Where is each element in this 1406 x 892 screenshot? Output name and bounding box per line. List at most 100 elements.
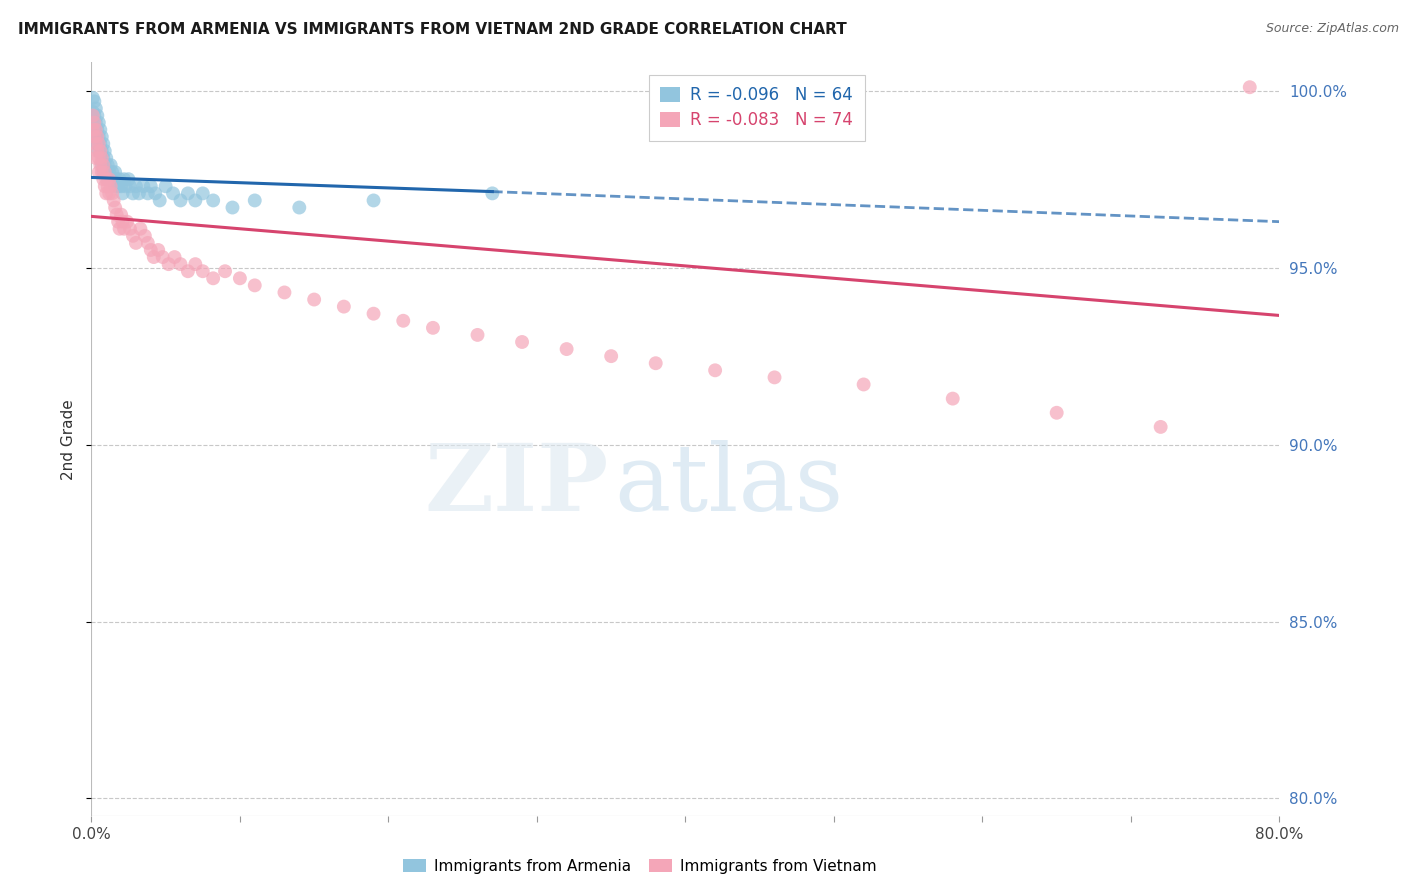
Point: [86, 129, 108, 144]
Point: [221, 201, 243, 215]
Point: [136, 235, 159, 250]
Point: [84, 129, 107, 144]
Point: [84, 102, 107, 116]
Point: [852, 377, 875, 392]
Point: [467, 327, 489, 342]
Point: [129, 221, 152, 235]
Point: [704, 363, 727, 377]
Point: [84, 122, 107, 136]
Point: [87, 129, 110, 144]
Point: [481, 186, 503, 201]
Point: [83, 129, 105, 144]
Point: [142, 250, 165, 264]
Point: [83, 122, 105, 136]
Point: [202, 271, 225, 285]
Point: [111, 186, 134, 201]
Point: [191, 264, 214, 278]
Point: [83, 115, 105, 129]
Point: [86, 144, 108, 158]
Point: [96, 186, 118, 201]
Point: [100, 158, 122, 172]
Point: [288, 201, 311, 215]
Point: [1239, 80, 1261, 95]
Point: [510, 334, 533, 349]
Point: [139, 179, 162, 194]
Point: [112, 221, 135, 235]
Point: [87, 115, 110, 129]
Point: [100, 172, 122, 186]
Legend: R = -0.096   N = 64, R = -0.083   N = 74: R = -0.096 N = 64, R = -0.083 N = 74: [648, 75, 865, 141]
Point: [125, 235, 148, 250]
Point: [302, 293, 325, 307]
Point: [91, 136, 114, 151]
Point: [96, 151, 118, 165]
Text: ZIP: ZIP: [425, 440, 609, 530]
Point: [84, 151, 107, 165]
Point: [94, 179, 117, 194]
Point: [96, 172, 118, 186]
Point: [94, 165, 117, 179]
Point: [143, 186, 166, 201]
Point: [94, 144, 117, 158]
Point: [112, 172, 135, 186]
Point: [243, 194, 266, 208]
Point: [90, 151, 112, 165]
Legend: Immigrants from Armenia, Immigrants from Vietnam: Immigrants from Armenia, Immigrants from…: [396, 853, 883, 880]
Point: [555, 342, 578, 356]
Point: [90, 129, 112, 144]
Point: [644, 356, 666, 370]
Point: [363, 307, 385, 321]
Point: [149, 194, 172, 208]
Point: [184, 257, 207, 271]
Point: [97, 158, 120, 172]
Point: [103, 194, 125, 208]
Point: [89, 136, 111, 151]
Point: [202, 194, 225, 208]
Point: [103, 172, 125, 186]
Point: [87, 151, 110, 165]
Point: [114, 179, 136, 194]
Point: [82, 91, 104, 105]
Point: [104, 165, 127, 179]
Point: [333, 300, 356, 314]
Point: [128, 186, 150, 201]
Point: [91, 165, 114, 179]
Point: [152, 250, 174, 264]
Point: [98, 165, 121, 179]
Point: [125, 179, 148, 194]
Point: [600, 349, 623, 363]
Point: [83, 95, 105, 109]
Point: [763, 370, 786, 384]
Point: [229, 271, 252, 285]
Point: [177, 186, 200, 201]
Point: [82, 109, 104, 123]
Text: IMMIGRANTS FROM ARMENIA VS IMMIGRANTS FROM VIETNAM 2ND GRADE CORRELATION CHART: IMMIGRANTS FROM ARMENIA VS IMMIGRANTS FR…: [18, 22, 846, 37]
Point: [105, 172, 128, 186]
Point: [91, 151, 114, 165]
Point: [1046, 406, 1069, 420]
Point: [84, 136, 107, 151]
Point: [98, 186, 121, 201]
Point: [110, 179, 132, 194]
Point: [118, 179, 141, 194]
Point: [122, 186, 145, 201]
Point: [101, 186, 124, 201]
Point: [86, 109, 108, 123]
Point: [90, 144, 112, 158]
Point: [110, 208, 132, 222]
Point: [91, 172, 114, 186]
Point: [184, 194, 207, 208]
Point: [90, 165, 112, 179]
Point: [86, 122, 108, 136]
Point: [96, 165, 118, 179]
Point: [100, 179, 122, 194]
Point: [101, 165, 124, 179]
Point: [139, 243, 162, 257]
Point: [169, 257, 191, 271]
Point: [169, 194, 191, 208]
Point: [108, 221, 131, 235]
Point: [86, 136, 108, 151]
Point: [117, 172, 139, 186]
Point: [91, 158, 114, 172]
Point: [87, 165, 110, 179]
